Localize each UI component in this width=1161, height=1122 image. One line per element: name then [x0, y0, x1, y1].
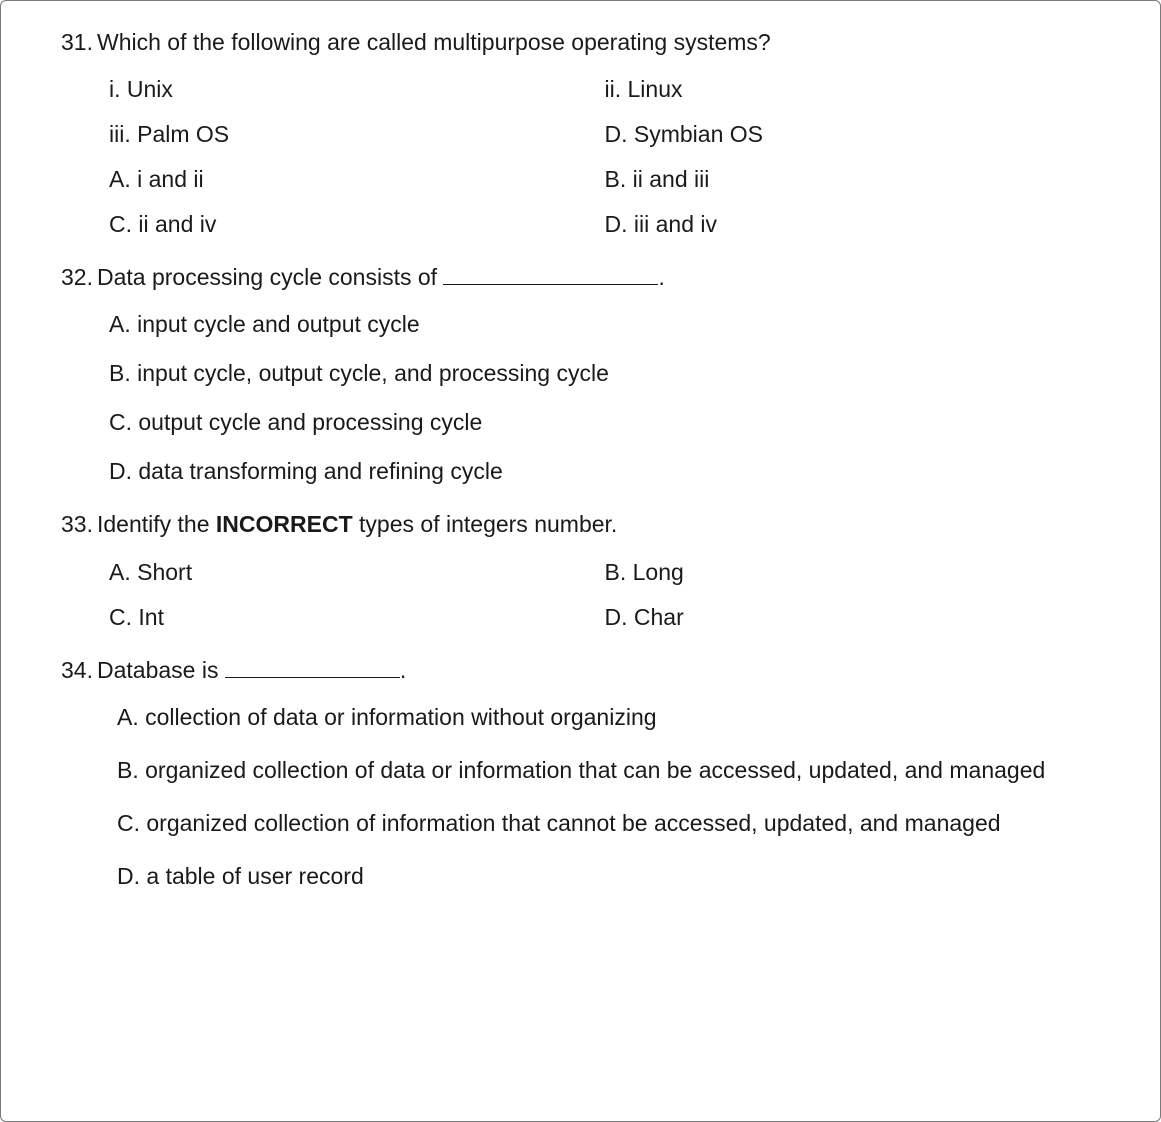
question-text-post: . [400, 657, 406, 683]
question-text-bold: INCORRECT [216, 511, 353, 537]
question-34-stem: 34. Database is . [61, 655, 1100, 686]
question-number: 32. [61, 262, 97, 293]
answer-d: D. Char [605, 602, 1101, 633]
question-33-answers-row-2: C. Int D. Char [109, 602, 1100, 633]
question-text-post: types of integers number. [353, 511, 618, 537]
answer-d: D. iii and iv [605, 209, 1101, 240]
question-number: 31. [61, 27, 97, 58]
question-number: 33. [61, 509, 97, 540]
page: 31. Which of the following are called mu… [1, 1, 1160, 912]
answer-a: A. i and ii [109, 164, 605, 195]
question-text-pre: Data processing cycle consists of [97, 264, 443, 290]
item-i: i. Unix [109, 74, 605, 105]
question-text-pre: Database is [97, 657, 225, 683]
answer-a: A. Short [109, 557, 605, 588]
question-32-stem: 32. Data processing cycle consists of . [61, 262, 1100, 293]
question-31: 31. Which of the following are called mu… [61, 27, 1100, 240]
item-iv: D. Symbian OS [605, 119, 1101, 150]
answer-b: B. input cycle, output cycle, and proces… [109, 358, 1100, 389]
answer-c: C. ii and iv [109, 209, 605, 240]
question-31-items-row-2: iii. Palm OS D. Symbian OS [109, 119, 1100, 150]
answer-b: B. ii and iii [605, 164, 1101, 195]
fill-blank [225, 656, 400, 678]
answer-d-text: D. a table of user record [117, 861, 1100, 892]
answer-b: B. Long [605, 557, 1101, 588]
question-text: Database is . [97, 655, 1100, 686]
question-text: Identify the INCORRECT types of integers… [97, 509, 1100, 540]
item-ii: ii. Linux [605, 74, 1101, 105]
question-31-items-row-1: i. Unix ii. Linux [109, 74, 1100, 105]
question-33-answers-row-1: A. Short B. Long [109, 557, 1100, 588]
answer-c: C. organized collection of information t… [117, 808, 1100, 839]
answer-a-text: A. collection of data or information wit… [117, 702, 1100, 733]
answer-a: A. collection of data or information wit… [117, 702, 1100, 733]
question-number: 34. [61, 655, 97, 686]
item-iii: iii. Palm OS [109, 119, 605, 150]
question-text: Which of the following are called multip… [97, 27, 1100, 58]
answer-b: B. organized collection of data or infor… [117, 755, 1100, 786]
answer-b-text: B. organized collection of data or infor… [117, 755, 1100, 786]
answer-c: C. Int [109, 602, 605, 633]
question-text-pre: Identify the [97, 511, 216, 537]
answer-d: D. a table of user record [117, 861, 1100, 892]
question-31-stem: 31. Which of the following are called mu… [61, 27, 1100, 58]
question-34: 34. Database is . A. collection of data … [61, 655, 1100, 892]
fill-blank [443, 264, 658, 286]
answer-d: D. data transforming and refining cycle [109, 456, 1100, 487]
answer-c: C. output cycle and processing cycle [109, 407, 1100, 438]
answer-c-text: C. organized collection of information t… [117, 808, 1100, 839]
question-33-stem: 33. Identify the INCORRECT types of inte… [61, 509, 1100, 540]
answer-a: A. input cycle and output cycle [109, 309, 1100, 340]
question-32: 32. Data processing cycle consists of . … [61, 262, 1100, 487]
question-text-post: . [658, 264, 664, 290]
question-33: 33. Identify the INCORRECT types of inte… [61, 509, 1100, 632]
question-31-answers-row-1: A. i and ii B. ii and iii [109, 164, 1100, 195]
question-text: Data processing cycle consists of . [97, 262, 1100, 293]
question-31-answers-row-2: C. ii and iv D. iii and iv [109, 209, 1100, 240]
